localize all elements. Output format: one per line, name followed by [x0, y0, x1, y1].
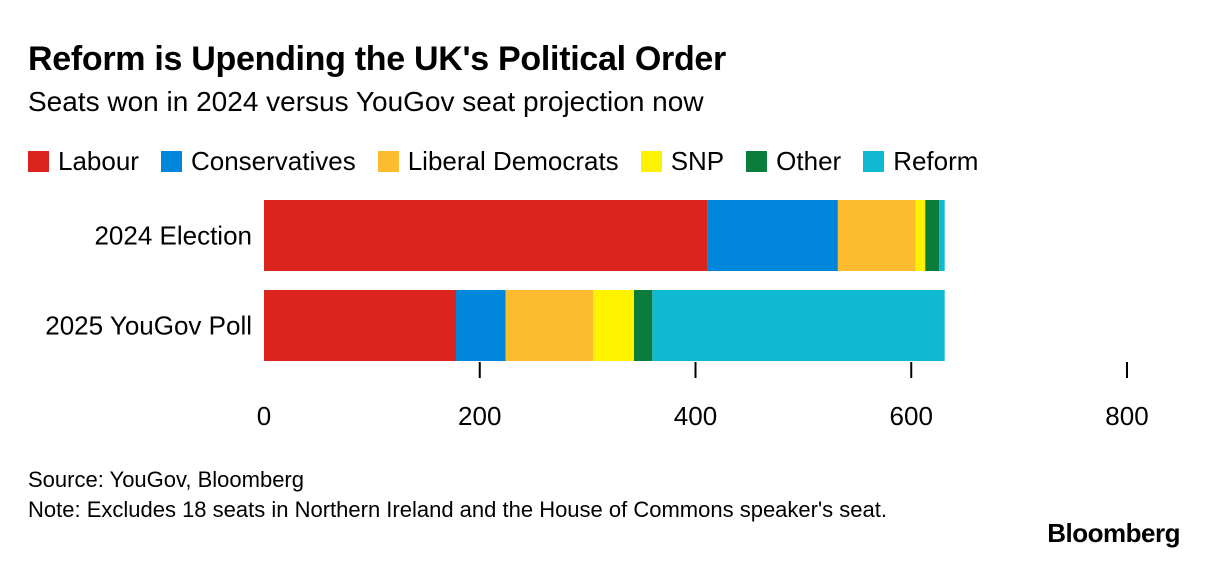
bloomberg-logo: Bloomberg: [1047, 518, 1180, 548]
bar-segment-conservatives: [707, 200, 838, 271]
legend-label: Labour: [58, 145, 139, 176]
legend-label: Liberal Democrats: [407, 145, 619, 176]
bar-segment-conservatives: [456, 290, 506, 361]
legend-label: SNP: [670, 145, 725, 176]
chart-title: Reform is Upending the UK's Political Or…: [28, 40, 726, 78]
bar-segment-liberal-democrats: [837, 200, 916, 271]
legend-item-reform: Reform: [863, 146, 978, 177]
bar-segment-labour: [264, 200, 708, 271]
bar-segment-snp: [593, 290, 635, 361]
legend-swatch: [863, 150, 885, 172]
legend-item-other: Other: [746, 146, 841, 177]
bar-segment-snp: [915, 200, 926, 271]
category-label: 2024 Election: [94, 221, 252, 251]
legend-label: Other: [776, 145, 842, 176]
bar-segment-reform: [652, 290, 945, 361]
footnote: Note: Excludes 18 seats in Northern Irel…: [28, 497, 887, 522]
chart-legend: Labour Conservatives Liberal Democrats SNP O…: [28, 146, 1000, 176]
x-tick-label: 400: [674, 401, 717, 431]
x-tick-label: 200: [458, 401, 501, 431]
legend-item-snp: SNP: [640, 145, 725, 177]
bar-segment-liberal-democrats: [505, 290, 594, 361]
legend-swatch: [640, 150, 662, 172]
legend-swatch: [746, 150, 768, 172]
bar-segment-other: [634, 290, 653, 361]
bar-segment-other: [925, 200, 940, 271]
source-note: Source: YouGov, Bloomberg: [28, 467, 304, 492]
legend-item-labour: Labour: [28, 146, 139, 177]
legend-swatch: [28, 150, 49, 172]
x-tick-label: 600: [890, 401, 933, 431]
legend-item-conservatives: Conservatives: [160, 145, 356, 177]
legend-swatch: [160, 150, 182, 172]
bar-segment-reform: [939, 200, 945, 271]
stacked-bar-chart: 2024 Election 2025 YouGov Poll 0 200 400 600 8…: [45, 200, 1149, 431]
chart-subtitle: Seats won in 2024 versus YouGov seat pro…: [28, 86, 704, 117]
legend-swatch: [377, 150, 399, 172]
x-tick-label: 800: [1105, 401, 1148, 431]
legend-label: Conservatives: [190, 145, 356, 176]
bar-segment-labour: [264, 290, 457, 361]
x-tick-label: 0: [257, 401, 271, 431]
category-label: 2025 YouGov Poll: [45, 311, 252, 341]
legend-item-liberal-democrats: Liberal Democrats: [377, 145, 619, 177]
legend-label: Reform: [893, 145, 979, 176]
